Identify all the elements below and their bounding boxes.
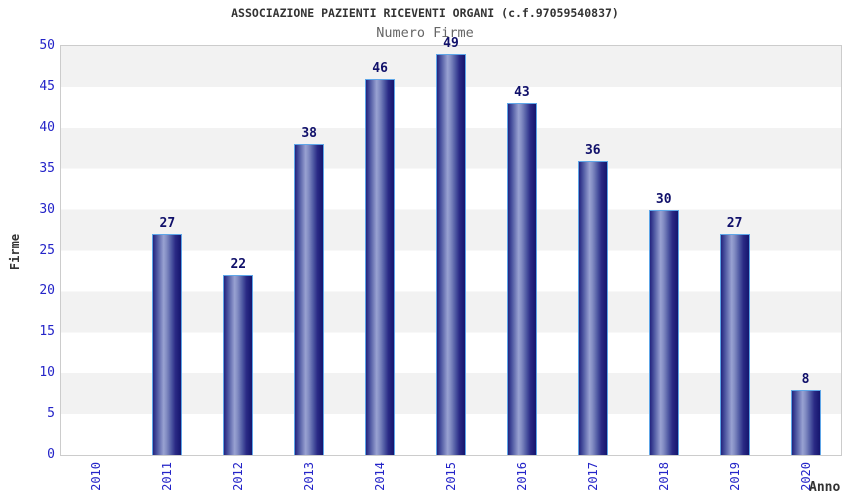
x-tick-label-2015: 2015 bbox=[444, 462, 458, 491]
x-tick-label-2019: 2019 bbox=[727, 462, 742, 491]
y-tick-label-20: 20 bbox=[39, 283, 55, 299]
y-axis-title: Firme bbox=[8, 233, 22, 271]
y-tick-label-10: 10 bbox=[39, 365, 55, 381]
value-label-2011: 27 bbox=[159, 216, 176, 232]
bar-2018 bbox=[648, 209, 679, 455]
chart-title: ASSOCIAZIONE PAZIENTI RICEVENTI ORGANI (… bbox=[231, 6, 619, 20]
x-axis-title: Anno bbox=[809, 480, 841, 495]
y-tick-label-15: 15 bbox=[39, 324, 55, 340]
bar-2014 bbox=[365, 78, 396, 455]
x-tick-label-2016: 2016 bbox=[514, 462, 529, 491]
x-tick-label-2017: 2017 bbox=[585, 462, 600, 491]
value-label-2015: 49 bbox=[443, 36, 459, 52]
y-tick-label-30: 30 bbox=[39, 201, 55, 217]
bar-2013 bbox=[294, 144, 325, 455]
plot-area: 27 22 38 46 49 43 36 30 27 8 bbox=[60, 37, 842, 456]
y-tick-label-5: 5 bbox=[47, 406, 55, 422]
bar-2017 bbox=[577, 160, 608, 455]
value-label-2014: 46 bbox=[372, 60, 388, 76]
x-tick-label-2014: 2014 bbox=[373, 462, 388, 491]
y-tick-label-50: 50 bbox=[39, 38, 55, 53]
value-label-2020: 8 bbox=[801, 371, 810, 387]
y-tick-label-25: 25 bbox=[39, 242, 55, 258]
bar-2012 bbox=[223, 275, 254, 455]
plot-wrapper: 27 22 38 46 49 43 36 30 27 8 0 5 10 15 20 25 30 35 40 45 50… bbox=[39, 37, 842, 491]
chart-subtitle: Numero Firme bbox=[376, 25, 474, 41]
value-label-2019: 27 bbox=[726, 216, 743, 232]
bar-2020 bbox=[790, 389, 821, 455]
bar-2019 bbox=[719, 234, 750, 455]
bar-2015 bbox=[436, 54, 466, 455]
bar-2016 bbox=[506, 103, 537, 455]
x-tick-label-2018: 2018 bbox=[656, 462, 671, 491]
value-label-2012: 22 bbox=[230, 257, 247, 273]
y-tick-label-45: 45 bbox=[39, 78, 55, 94]
value-label-2018: 30 bbox=[655, 191, 672, 207]
y-tick-label-0: 0 bbox=[47, 447, 55, 462]
x-tick-label-2011: 2011 bbox=[160, 462, 175, 491]
value-label-2016: 43 bbox=[514, 85, 530, 101]
y-tick-label-40: 40 bbox=[39, 119, 55, 135]
x-tick-label-2012: 2012 bbox=[231, 462, 246, 491]
value-label-2017: 36 bbox=[584, 142, 601, 158]
x-tick-label-2010: 2010 bbox=[89, 462, 104, 491]
value-label-2013: 38 bbox=[301, 126, 317, 142]
bar-2011 bbox=[152, 234, 183, 455]
y-tick-label-35: 35 bbox=[39, 160, 55, 176]
x-tick-label-2013: 2013 bbox=[302, 462, 317, 491]
